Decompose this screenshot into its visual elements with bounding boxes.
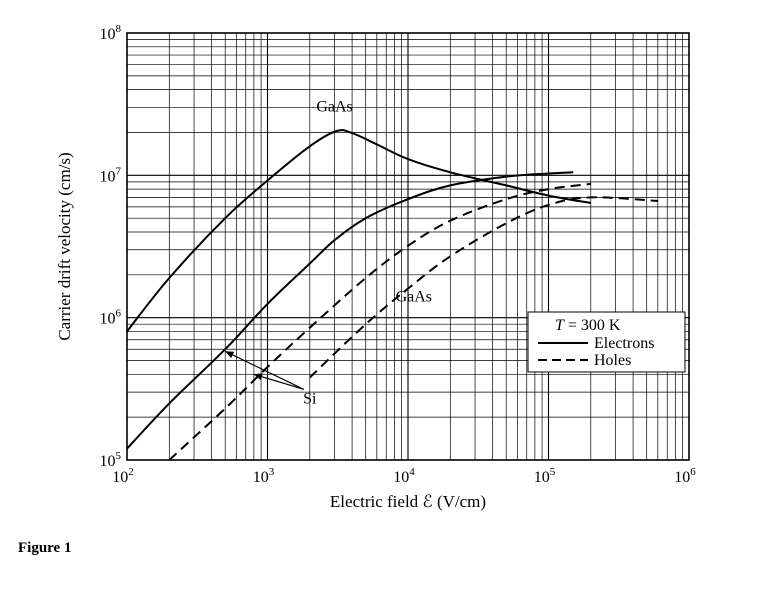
x-tick-label: 106: [674, 466, 696, 486]
figure-caption: Figure 1: [18, 540, 72, 556]
legend-label-holes: Holes: [594, 352, 631, 369]
y-tick-labels: 105 106 107 108: [100, 23, 122, 470]
x-tick-label: 103: [253, 466, 275, 486]
x-tick-label: 105: [534, 466, 556, 486]
y-tick-label: 105: [100, 450, 122, 470]
y-tick-label: 107: [100, 165, 122, 185]
legend-title-rest: = 300 K: [564, 317, 621, 334]
x-axis-label: Electric field ℰ (V/cm): [330, 492, 486, 511]
annotation-label-2: Si: [303, 390, 317, 407]
annotation-arrow-line: [253, 373, 304, 390]
x-tick-labels: 102 103 104 105 106: [112, 466, 696, 486]
annotation-label-0: GaAs: [316, 99, 352, 116]
curves: [126, 129, 658, 461]
x-tick-label: 104: [393, 466, 415, 486]
series-gaas-electrons: [126, 129, 591, 333]
y-tick-label: 106: [100, 308, 122, 328]
y-axis-label: Carrier drift velocity (cm/s): [55, 152, 74, 340]
y-tick-label: 108: [100, 23, 122, 43]
annotation-arrow-line: [224, 350, 305, 390]
legend-title-var: T: [555, 317, 565, 334]
x-tick-label: 102: [112, 466, 134, 486]
legend-title: T = 300 K: [555, 317, 621, 334]
annotation-arrowhead: [253, 373, 263, 381]
annotation-label-1: GaAs: [396, 288, 432, 305]
series-gaas-holes: [168, 182, 591, 461]
annotations: GaAs GaAs Si: [224, 99, 432, 407]
plot-frame: [126, 32, 690, 461]
series-si-electrons: [126, 171, 574, 450]
annotation-arrowhead: [225, 351, 235, 359]
legend: T = 300 K Electrons Holes: [527, 311, 686, 373]
legend-label-electrons: Electrons: [594, 335, 654, 352]
series-si-holes: [309, 196, 658, 379]
